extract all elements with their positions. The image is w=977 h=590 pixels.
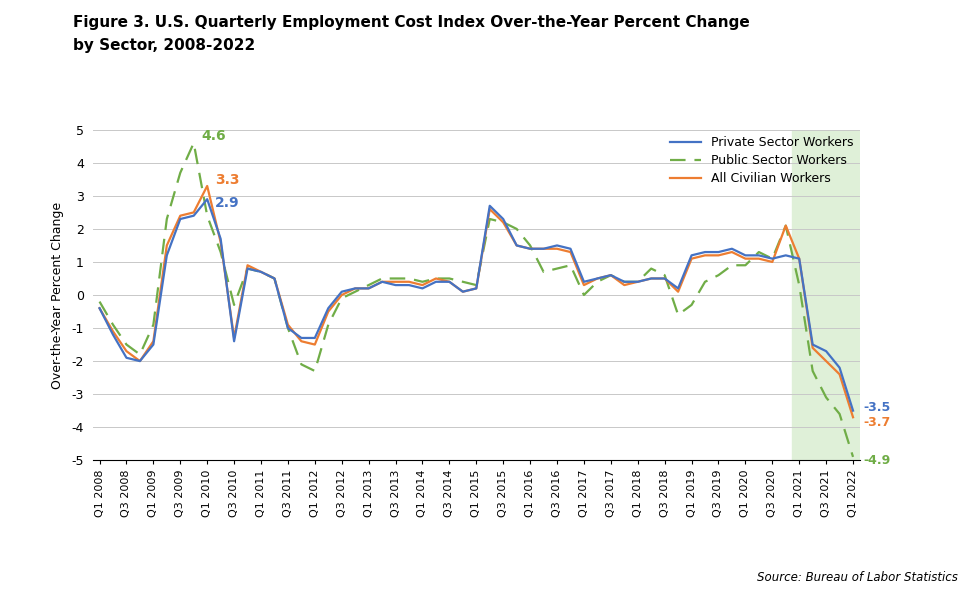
Y-axis label: Over-the-Year Percent Change: Over-the-Year Percent Change (52, 201, 64, 389)
All Civilian Workers (134, 358, 146, 365)
Line: All Civilian Workers: All Civilian Workers (100, 186, 853, 417)
Private Sector Workers (309, 335, 320, 342)
Private Sector Workers (120, 354, 132, 361)
Public Sector Workers (309, 368, 320, 375)
Public Sector Workers (847, 453, 859, 460)
Text: 3.3: 3.3 (215, 173, 239, 187)
All Civilian Workers (618, 281, 630, 289)
Public Sector Workers (94, 298, 106, 305)
Private Sector Workers (632, 278, 644, 286)
All Civilian Workers (94, 304, 106, 312)
All Civilian Workers (309, 341, 320, 348)
Private Sector Workers (94, 304, 106, 312)
Private Sector Workers (201, 196, 213, 203)
All Civilian Workers (120, 348, 132, 355)
All Civilian Workers (201, 182, 213, 189)
Private Sector Workers (618, 278, 630, 286)
Public Sector Workers (430, 275, 442, 282)
Private Sector Workers (847, 407, 859, 414)
All Civilian Workers (632, 278, 644, 286)
Text: -3.5: -3.5 (864, 402, 891, 415)
Public Sector Workers (632, 278, 644, 286)
Text: -4.9: -4.9 (864, 454, 891, 467)
Private Sector Workers (134, 358, 146, 365)
Text: by Sector, 2008-2022: by Sector, 2008-2022 (73, 38, 256, 53)
Public Sector Workers (134, 351, 146, 358)
Line: Public Sector Workers: Public Sector Workers (100, 143, 853, 457)
Line: Private Sector Workers: Private Sector Workers (100, 199, 853, 411)
Text: 2.9: 2.9 (215, 196, 240, 211)
Text: -3.7: -3.7 (864, 416, 891, 429)
Text: Figure 3. U.S. Quarterly Employment Cost Index Over-the-Year Percent Change: Figure 3. U.S. Quarterly Employment Cost… (73, 15, 750, 30)
All Civilian Workers (847, 414, 859, 421)
Bar (792, 130, 860, 460)
All Civilian Workers (430, 275, 442, 282)
Private Sector Workers (430, 278, 442, 286)
Text: 4.6: 4.6 (202, 129, 227, 143)
Public Sector Workers (120, 341, 132, 348)
Public Sector Workers (188, 139, 199, 146)
Public Sector Workers (618, 278, 630, 286)
Text: Source: Bureau of Labor Statistics: Source: Bureau of Labor Statistics (756, 571, 957, 584)
Legend: Private Sector Workers, Public Sector Workers, All Civilian Workers: Private Sector Workers, Public Sector Wo… (670, 136, 854, 185)
